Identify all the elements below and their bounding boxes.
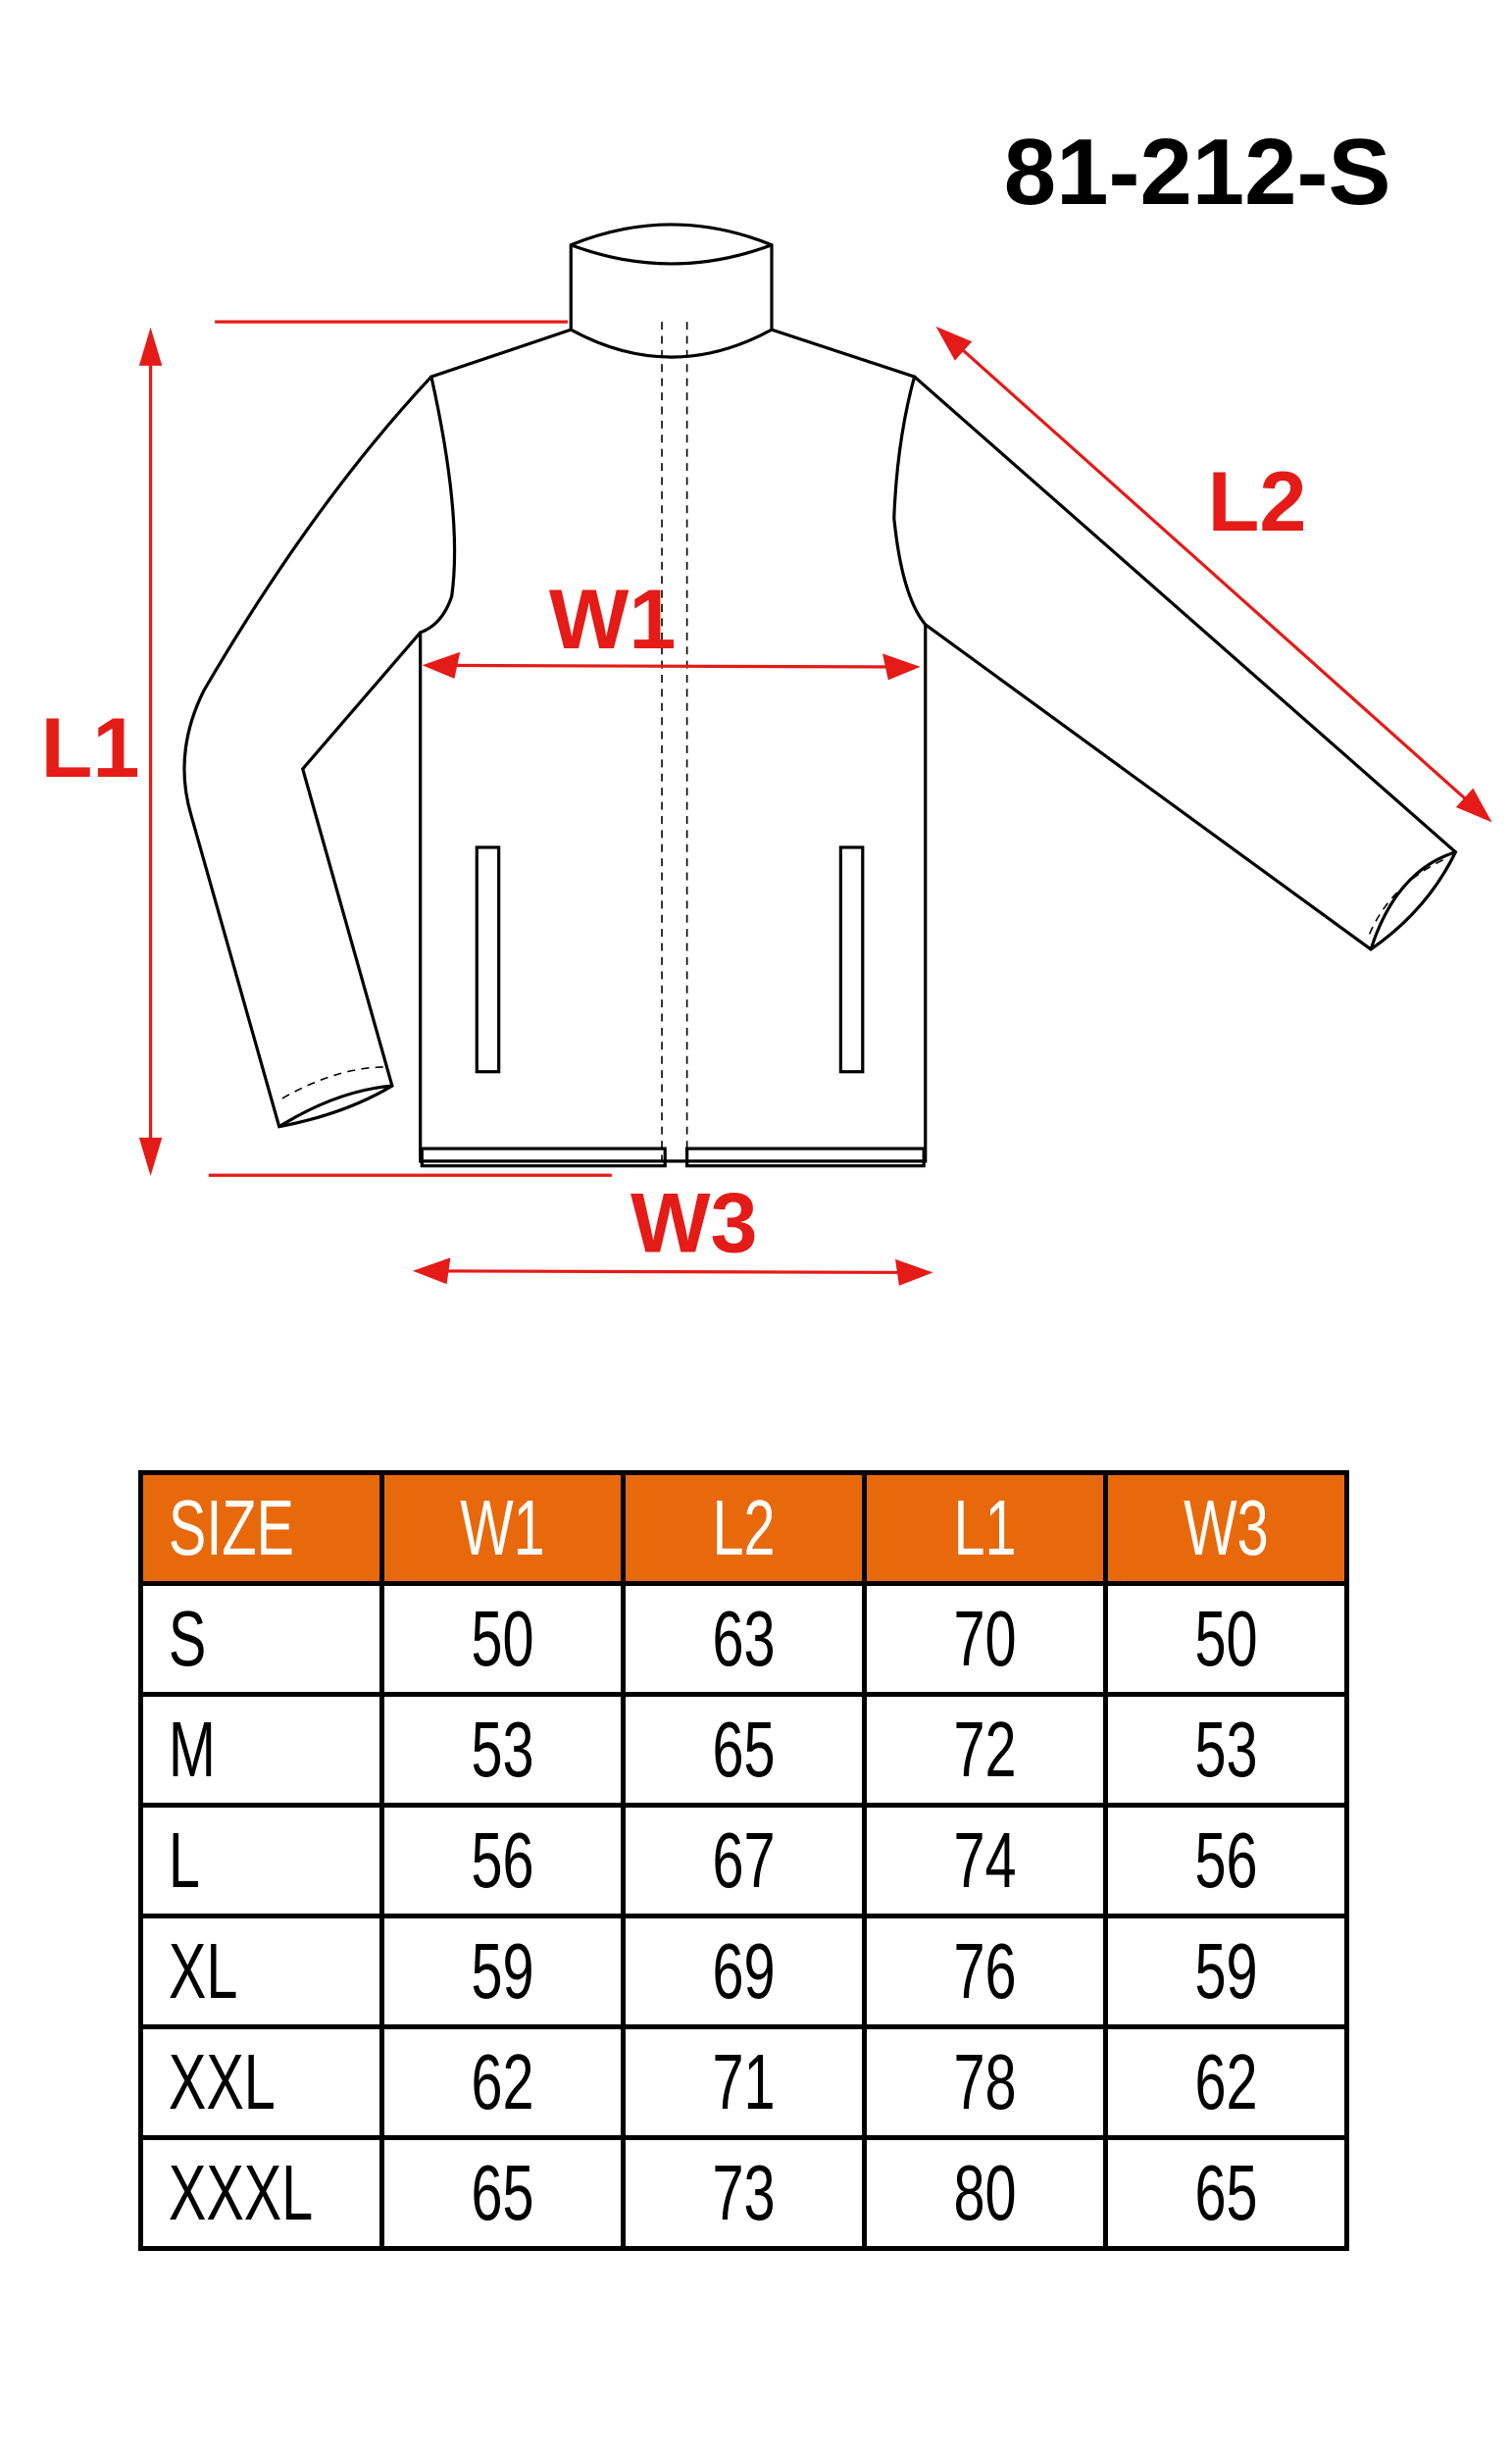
- measurement-lines: [138, 320, 1492, 1286]
- cell-text: 56: [471, 1816, 534, 1904]
- table-row: M 53 65 72 53: [138, 1692, 1349, 1808]
- cell-text: 76: [953, 1927, 1017, 2015]
- cell-text: 74: [953, 1816, 1017, 1904]
- cell-text: 73: [712, 2149, 776, 2236]
- measurement-cell: 67: [621, 1803, 867, 1918]
- cell-text: 70: [953, 1595, 1017, 1682]
- measurement-cell: 71: [621, 2024, 867, 2140]
- measurement-cell: 62: [379, 2024, 626, 2140]
- header-w1: W1: [379, 1470, 626, 1586]
- cell-text: 62: [471, 2038, 534, 2125]
- header-text: L1: [953, 1484, 1017, 1571]
- cell-text: 65: [712, 1706, 776, 1793]
- measurement-cell: 53: [379, 1692, 626, 1808]
- cell-text: L: [168, 1816, 200, 1904]
- size-chart-table: SIZE W1 L2 L1 W3 S 50 63 70 50 M 53 65 72 53 L 56 67…: [138, 1470, 1349, 2251]
- measurement-cell: 69: [621, 1914, 867, 2029]
- cell-text: 80: [953, 2149, 1017, 2236]
- cell-text: 62: [1194, 2038, 1258, 2125]
- cell-text: XL: [168, 1927, 238, 2015]
- header-text: W1: [460, 1484, 545, 1571]
- label-l1: L1: [41, 701, 140, 795]
- measurement-cell: 65: [621, 1692, 867, 1808]
- measurement-cell: 50: [1103, 1581, 1349, 1697]
- measurement-cell: 50: [379, 1581, 626, 1697]
- table-row: XXXL 65 73 80 65: [138, 2135, 1349, 2251]
- cell-text: 50: [471, 1595, 534, 1682]
- table-row: L 56 67 74 56: [138, 1803, 1349, 1918]
- zipper-line: [281, 322, 1443, 1161]
- size-cell: M: [138, 1692, 384, 1808]
- cell-text: 59: [471, 1927, 534, 2015]
- cell-text: M: [168, 1706, 216, 1793]
- header-size: SIZE: [138, 1470, 384, 1586]
- cell-text: 63: [712, 1595, 776, 1682]
- size-cell: L: [138, 1803, 384, 1918]
- label-w3: W3: [630, 1177, 758, 1271]
- measurement-cell: 65: [379, 2135, 626, 2251]
- jacket-diagram: 81-212-S: [41, 120, 1492, 1286]
- cell-text: 69: [712, 1927, 776, 2015]
- header-text: L2: [712, 1484, 776, 1571]
- header-w3: W3: [1103, 1470, 1349, 1586]
- cell-text: 72: [953, 1706, 1017, 1793]
- cell-text: XXXL: [168, 2149, 314, 2236]
- measurement-cell: 59: [379, 1914, 626, 2029]
- cell-text: 59: [1194, 1927, 1258, 2015]
- cell-text: S: [168, 1595, 207, 1682]
- header-text: SIZE: [168, 1484, 294, 1571]
- product-code: 81-212-S: [1004, 120, 1391, 225]
- measurement-cell: 63: [621, 1581, 867, 1697]
- header-l1: L1: [862, 1470, 1108, 1586]
- cell-text: 65: [1194, 2149, 1258, 2236]
- header-l2: L2: [621, 1470, 867, 1586]
- table-row: XXL 62 71 78 62: [138, 2024, 1349, 2140]
- header-text: W3: [1184, 1484, 1269, 1571]
- table-header-row: SIZE W1 L2 L1 W3: [138, 1470, 1349, 1586]
- table-row: S 50 63 70 50: [138, 1581, 1349, 1697]
- cell-text: 67: [712, 1816, 776, 1904]
- measurement-cell: 73: [621, 2135, 867, 2251]
- measurement-cell: 59: [1103, 1914, 1349, 2029]
- jacket-outline: [182, 223, 1458, 1168]
- measurement-cell: 76: [862, 1914, 1108, 2029]
- measurement-cell: 72: [862, 1692, 1108, 1808]
- measurement-cell: 56: [1103, 1803, 1349, 1918]
- table-row: XL 59 69 76 59: [138, 1914, 1349, 2029]
- measurement-cell: 78: [862, 2024, 1108, 2140]
- measurement-cell: 74: [862, 1803, 1108, 1918]
- cell-text: 50: [1194, 1595, 1258, 1682]
- cell-text: 65: [471, 2149, 534, 2236]
- cell-text: 53: [1194, 1706, 1258, 1793]
- cell-text: 53: [471, 1706, 534, 1793]
- measurement-cell: 80: [862, 2135, 1108, 2251]
- measurement-cell: 56: [379, 1803, 626, 1918]
- cell-text: 56: [1194, 1816, 1258, 1904]
- measurement-cell: 65: [1103, 2135, 1349, 2251]
- size-cell: S: [138, 1581, 384, 1697]
- cell-text: 78: [953, 2038, 1017, 2125]
- cell-text: XXL: [168, 2038, 276, 2125]
- cell-text: 71: [712, 2038, 776, 2125]
- measurement-cell: 53: [1103, 1692, 1349, 1808]
- label-w1: W1: [549, 573, 677, 667]
- size-cell: XXL: [138, 2024, 384, 2140]
- size-cell: XXXL: [138, 2135, 384, 2251]
- size-cell: XL: [138, 1914, 384, 2029]
- measurement-cell: 62: [1103, 2024, 1349, 2140]
- measurement-cell: 70: [862, 1581, 1108, 1697]
- label-l2: L2: [1208, 455, 1307, 549]
